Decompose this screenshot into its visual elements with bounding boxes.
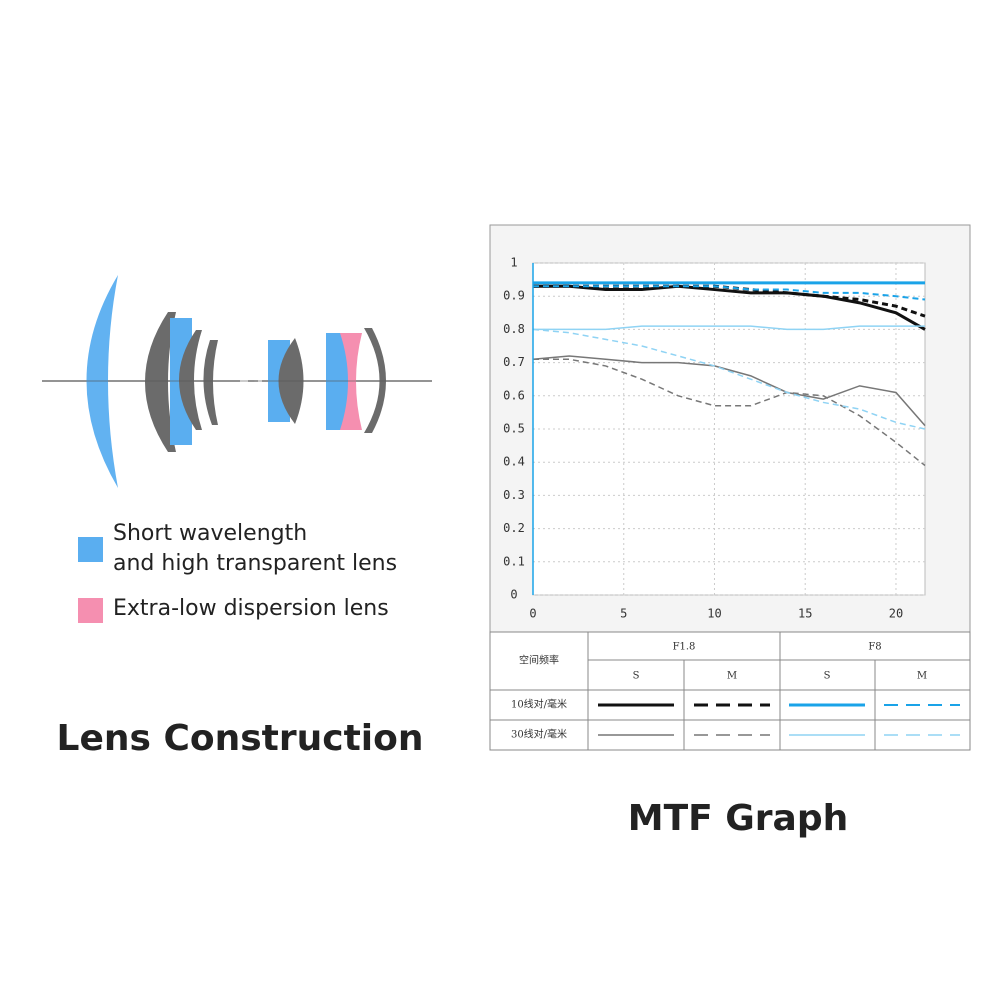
legend-table: 空间频率 F1.8 F8 S M S M 10线对/毫米 30线对/毫米 (489, 631, 971, 751)
table-header: 空间频率 (519, 654, 559, 667)
y-tick-label: 0 (510, 588, 517, 602)
y-tick-label: 0.1 (503, 554, 525, 568)
x-tick-label: 20 (889, 607, 903, 621)
chart-title: MTF Graph (628, 798, 849, 839)
y-tick-label: 0.7 (503, 355, 525, 369)
y-tick-label: 1 (510, 256, 517, 270)
table-header: F1.8 (673, 642, 696, 653)
series-line (533, 284, 926, 331)
section-title: Lens Construction (57, 718, 424, 759)
x-tick-label: 0 (529, 607, 536, 621)
row-label: 10线对/毫米 (511, 698, 567, 711)
table-header: S (824, 671, 831, 682)
y-tick-label: 0.5 (503, 422, 525, 436)
legend-swatch (78, 537, 103, 562)
table-header: M (917, 671, 927, 682)
y-tick-label: 0.4 (503, 455, 525, 469)
legend-swatch (78, 598, 103, 623)
y-tick-label: 0.3 (503, 488, 525, 502)
lens-diagram (42, 275, 432, 488)
series-line (533, 285, 926, 301)
x-tick-label: 10 (707, 607, 721, 621)
x-tick-label: 15 (798, 607, 812, 621)
legend-label: and high transparent lens (113, 551, 397, 576)
y-tick-label: 0.6 (503, 388, 525, 402)
table-header: M (727, 671, 737, 682)
series-line (532, 328, 926, 430)
y-tick-label: 0.9 (503, 289, 525, 303)
x-tick-label: 5 (620, 607, 627, 621)
series-line (532, 355, 926, 427)
legend-label: Extra-low dispersion lens (113, 596, 389, 621)
y-tick-label: 0.2 (503, 521, 525, 535)
table-header: S (633, 671, 640, 682)
y-tick-label: 0.8 (503, 322, 525, 336)
legend-label: Short wavelength (113, 521, 307, 546)
table-header: F8 (868, 642, 881, 653)
series-line (533, 284, 926, 318)
row-label: 30线对/毫米 (511, 728, 567, 741)
series-line (533, 325, 925, 331)
